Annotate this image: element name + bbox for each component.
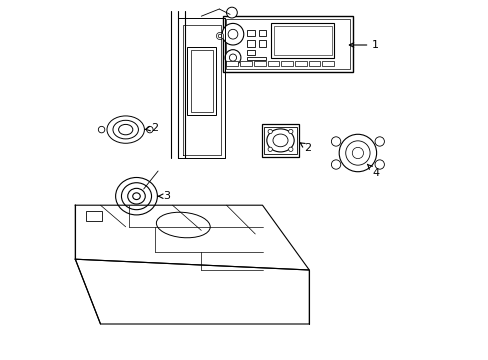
Bar [261,124,299,157]
Bar [240,61,251,66]
Bar [247,57,265,60]
Circle shape [146,126,153,133]
Ellipse shape [115,177,157,215]
Bar [308,61,320,66]
Circle shape [267,129,272,134]
Circle shape [222,23,244,45]
Circle shape [218,34,222,38]
Ellipse shape [272,134,287,147]
Bar [247,30,254,36]
Circle shape [226,7,237,18]
Circle shape [288,129,292,134]
Text: 2: 2 [300,143,310,153]
Text: 2: 2 [145,123,158,133]
Circle shape [288,147,292,152]
Bar [271,23,334,58]
Circle shape [229,54,236,61]
Circle shape [339,134,376,172]
Bar [273,26,332,55]
Circle shape [331,137,340,146]
Circle shape [374,137,384,146]
Circle shape [98,126,104,133]
Ellipse shape [113,120,138,139]
Bar [264,127,296,154]
Circle shape [267,147,272,152]
Circle shape [228,30,237,39]
Bar [226,61,238,66]
Bar [258,30,265,36]
Bar [322,61,333,66]
Ellipse shape [156,212,210,238]
Bar [186,47,216,115]
Bar [190,50,212,112]
Bar [225,19,349,69]
Bar [294,61,306,66]
Ellipse shape [107,116,144,143]
Bar [253,61,265,66]
Bar [281,61,292,66]
Ellipse shape [121,183,151,210]
Circle shape [345,141,369,165]
Text: 1: 1 [348,40,379,50]
Circle shape [216,32,223,40]
Bar [86,211,102,221]
Ellipse shape [132,193,140,199]
Bar [247,50,254,55]
Text: 4: 4 [366,165,379,178]
Bar [223,16,352,72]
Bar [258,40,265,47]
Circle shape [331,160,340,169]
Circle shape [374,160,384,169]
Ellipse shape [266,129,294,152]
Circle shape [351,147,363,159]
Bar [247,40,254,47]
Text: 3: 3 [158,191,170,201]
Ellipse shape [127,188,145,204]
Ellipse shape [119,125,133,135]
Bar [267,61,279,66]
Circle shape [224,50,241,66]
